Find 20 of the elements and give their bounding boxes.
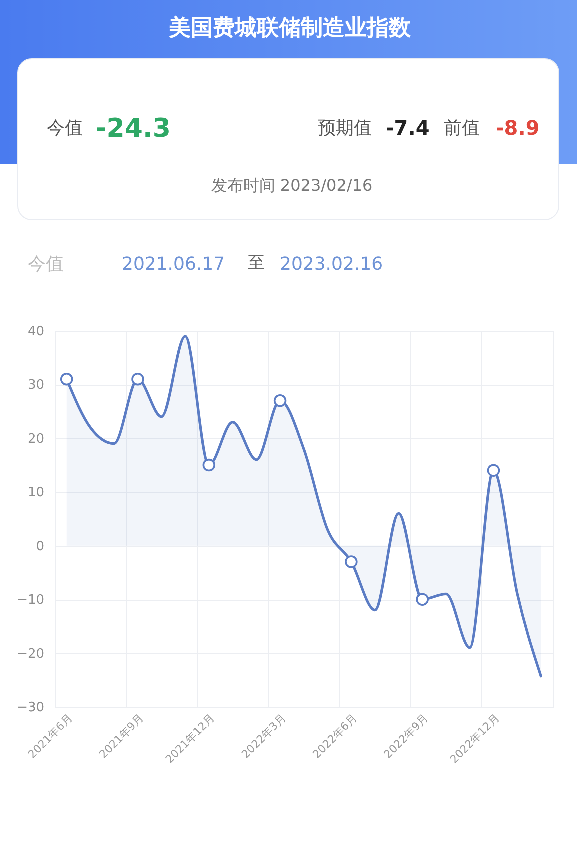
y-tick-label: −20 — [17, 646, 44, 662]
text: 前值 — [444, 118, 480, 139]
y-tick-label: 0 — [36, 539, 44, 554]
y-tick-label: 20 — [28, 432, 44, 447]
text: -8.9 — [496, 116, 540, 140]
y-tick-label: 40 — [28, 324, 44, 340]
text: 2023.02.16 — [280, 254, 384, 275]
text: 预期值 — [318, 118, 372, 139]
text: 发布时间 2023/02/16 — [211, 176, 373, 195]
chart-title: 美国费城联储制造业指数 — [168, 15, 412, 41]
y-tick-label: 30 — [28, 378, 44, 394]
text: 今值 — [28, 254, 64, 275]
y-tick-label: 10 — [28, 486, 44, 501]
text: 2021.06.17 — [122, 254, 226, 275]
text: -24.3 — [96, 114, 171, 144]
text: -7.4 — [386, 116, 430, 140]
text: 今值 — [47, 118, 83, 139]
text: 至 — [248, 253, 265, 273]
y-tick-label: −10 — [17, 593, 44, 608]
y-tick-label: −30 — [17, 700, 44, 716]
